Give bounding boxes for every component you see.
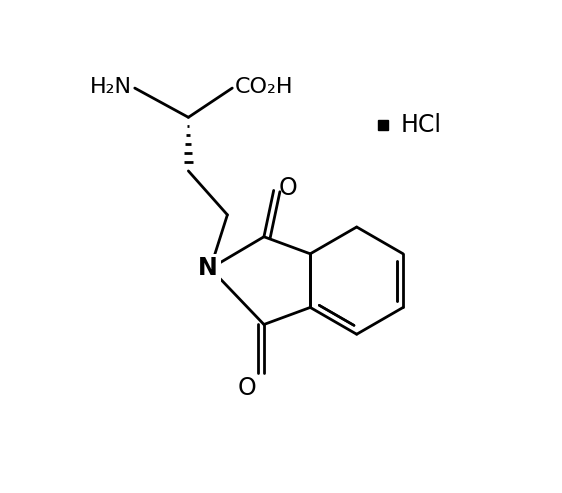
Text: O: O [238,376,256,400]
Text: HCl: HCl [400,112,441,137]
Text: H₂N: H₂N [90,76,132,97]
Text: O: O [279,176,297,200]
Text: N: N [198,256,217,281]
Text: CO₂H: CO₂H [235,76,293,97]
